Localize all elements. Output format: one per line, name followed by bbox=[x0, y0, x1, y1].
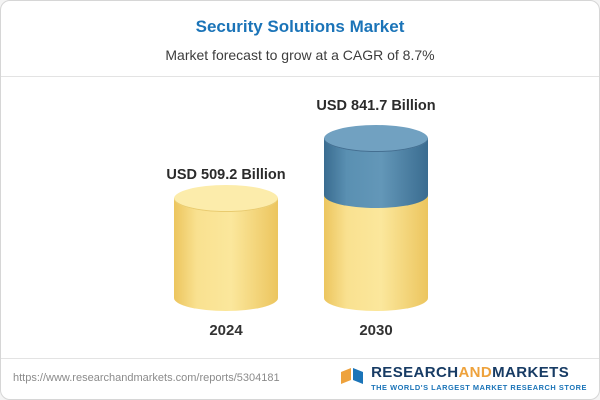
bar-value-2030: USD 841.7 Billion bbox=[316, 98, 436, 114]
bar-2030-yellow-segment bbox=[324, 193, 428, 311]
logo-word-and: AND bbox=[458, 364, 493, 381]
source-url: https://www.researchandmarkets.com/repor… bbox=[13, 372, 280, 384]
bar-value-2024: USD 509.2 Billion bbox=[166, 167, 286, 183]
logo-text: RESEARCHANDMARKETS THE WORLD'S LARGEST M… bbox=[371, 365, 587, 393]
footer-divider bbox=[1, 358, 599, 359]
logo-wordmark: RESEARCHANDMARKETS bbox=[371, 365, 569, 381]
bar-2024-body bbox=[174, 198, 278, 311]
bar-2030-top-ellipse bbox=[324, 125, 428, 152]
header-divider bbox=[1, 76, 599, 77]
bar-2024-top-ellipse bbox=[174, 185, 278, 212]
research-and-markets-logo: RESEARCHANDMARKETS THE WORLD'S LARGEST M… bbox=[339, 364, 587, 393]
logo-icon bbox=[339, 364, 365, 393]
logo-tagline: THE WORLD'S LARGEST MARKET RESEARCH STOR… bbox=[371, 383, 587, 392]
x-axis-label-2030: 2030 bbox=[359, 322, 393, 339]
chart-title: Security Solutions Market bbox=[195, 17, 405, 36]
logo-word-research: RESEARCH bbox=[371, 364, 459, 381]
x-axis-label-2024: 2024 bbox=[209, 322, 243, 339]
logo-word-markets: MARKETS bbox=[492, 364, 570, 381]
chart-subtitle: Market forecast to grow at a CAGR of 8.7… bbox=[165, 47, 435, 63]
